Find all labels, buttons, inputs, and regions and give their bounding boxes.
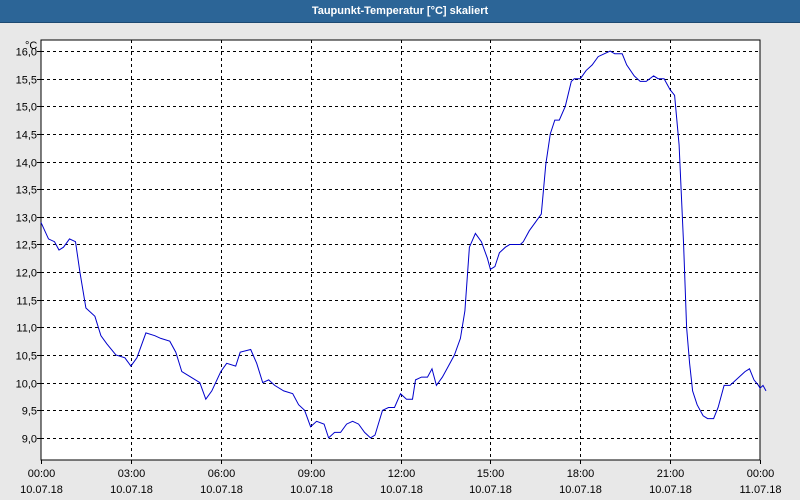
x-tick-label-date: 10.07.18 xyxy=(20,484,63,496)
x-tick-label-time: 09:00 xyxy=(298,468,326,480)
y-tick-label: 15,5 xyxy=(16,75,37,87)
window-title: Taupunkt-Temperatur [°C] skaliert xyxy=(0,0,800,23)
y-tick-label: 11,0 xyxy=(16,323,37,335)
y-tick-label: 10,0 xyxy=(16,379,37,391)
series-layer xyxy=(40,50,767,439)
grid-layer xyxy=(37,40,761,464)
y-tick-label: 11,5 xyxy=(16,296,37,308)
x-tick-label-time: 21:00 xyxy=(657,468,685,480)
x-tick-label-time: 00:00 xyxy=(747,468,775,480)
y-tick-label: 13,5 xyxy=(16,185,37,197)
y-tick-label: 12,5 xyxy=(16,240,37,252)
x-tick-label-date: 11.07.18 xyxy=(739,484,781,496)
x-tick-label-time: 00:00 xyxy=(28,468,56,480)
y-tick-label: 15,0 xyxy=(16,102,37,114)
y-axis-unit-label: °C xyxy=(25,40,37,52)
y-tick-label: 14,0 xyxy=(16,158,37,170)
y-tick-label: 9,5 xyxy=(22,406,37,418)
y-tick-label: 14,5 xyxy=(16,130,37,142)
x-tick-label-date: 10.07.18 xyxy=(469,484,512,496)
y-tick-label: 10,5 xyxy=(16,351,37,363)
x-tick-label-date: 10.07.18 xyxy=(649,484,692,496)
x-tick-label-time: 18:00 xyxy=(567,468,595,480)
chart-canvas: 9,0 9,5 10,0 10,5 11,0 11,5 12,0 12,5 13,0 13,5 14… xyxy=(16,39,782,496)
x-tick-label-time: 15:00 xyxy=(477,468,505,480)
x-tick-labels: 00:00 10.07.18 03:00 10.07.18 06:00 10.07.18 0… xyxy=(20,468,781,496)
plot-area xyxy=(40,39,761,461)
x-tick-label-date: 10.07.18 xyxy=(380,484,423,496)
x-tick-label-date: 10.07.18 xyxy=(110,484,153,496)
x-tick-label-time: 03:00 xyxy=(118,468,146,480)
y-tick-label: 9,0 xyxy=(22,434,37,446)
x-tick-label-date: 10.07.18 xyxy=(290,484,333,496)
x-tick-label-date: 10.07.18 xyxy=(200,484,243,496)
y-tick-label: 12,0 xyxy=(16,268,37,280)
x-tick-label-time: 12:00 xyxy=(388,468,416,480)
series-line xyxy=(40,50,767,439)
y-tick-label: 16,0 xyxy=(16,47,37,59)
y-tick-labels: 9,0 9,5 10,0 10,5 11,0 11,5 12,0 12,5 13,0 13,5 14… xyxy=(16,47,37,446)
x-tick-label-time: 06:00 xyxy=(208,468,236,480)
y-tick-label: 13,0 xyxy=(16,213,37,225)
x-tick-label-date: 10.07.18 xyxy=(559,484,602,496)
